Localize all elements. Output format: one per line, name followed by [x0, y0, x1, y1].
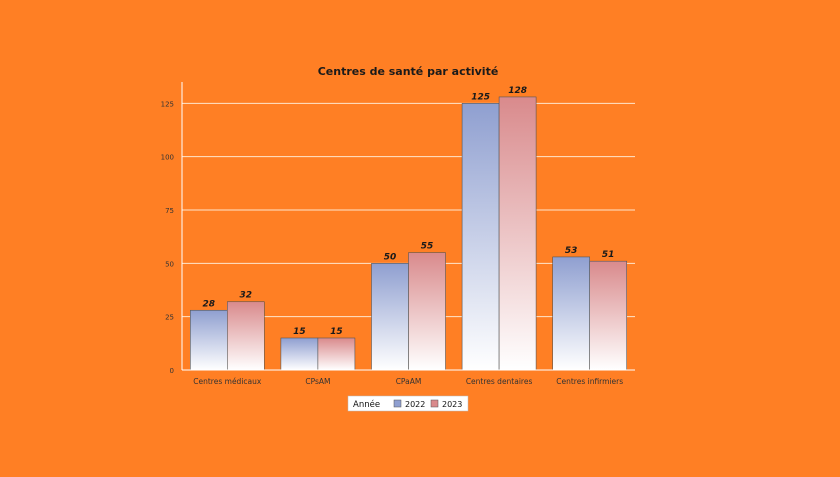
legend-swatch-2022 [393, 399, 402, 408]
bar-2022 [280, 337, 319, 371]
bar-2022 [461, 103, 500, 371]
data-label: 28 [203, 299, 216, 309]
legend-swatch-2023 [430, 399, 439, 408]
bar-2022 [552, 256, 591, 371]
y-tick-label: 75 [165, 207, 174, 215]
y-tick-label: 25 [165, 314, 174, 322]
bar-2023 [317, 337, 356, 371]
chart-title: Centres de santé par activité [318, 65, 499, 78]
data-label: 15 [330, 327, 343, 337]
bar-2023 [498, 96, 537, 371]
y-tick-label: 125 [161, 100, 174, 108]
x-tick-label: Centres médicaux [193, 377, 262, 386]
bars: 28 32 15 15 50 55 125 128 53 51 [190, 86, 628, 371]
y-tick-label: 50 [165, 260, 174, 268]
bar-2023 [227, 301, 265, 371]
data-label: 53 [565, 246, 578, 256]
data-label: 50 [384, 252, 397, 262]
data-label: 32 [240, 291, 253, 301]
y-tick-label: 100 [161, 154, 174, 162]
data-label: 128 [508, 86, 527, 96]
legend-label: 2023 [442, 400, 462, 409]
legend-label: 2022 [405, 400, 425, 409]
x-tick-label: CPsAM [305, 377, 330, 386]
legend: Année 2022 2023 [347, 395, 469, 412]
data-label: 125 [471, 92, 490, 102]
legend-title: Année [353, 399, 380, 410]
data-label: 55 [421, 242, 434, 252]
x-axis: Centres médicaux CPsAM CPaAM Centres dentai… [182, 369, 635, 386]
bar-2023 [408, 252, 446, 371]
bar-2023 [589, 260, 628, 371]
x-tick-label: Centres dentaires [466, 377, 533, 386]
y-tick-label: 0 [170, 367, 174, 375]
y-axis: 0 25 50 75 100 125 [161, 82, 183, 375]
data-label: 51 [602, 250, 615, 260]
x-tick-label: CPaAM [396, 377, 422, 386]
x-tick-label: Centres infirmiers [556, 377, 623, 386]
data-label: 15 [293, 327, 306, 337]
bar-2022 [371, 263, 409, 371]
bar-2022 [190, 309, 228, 371]
